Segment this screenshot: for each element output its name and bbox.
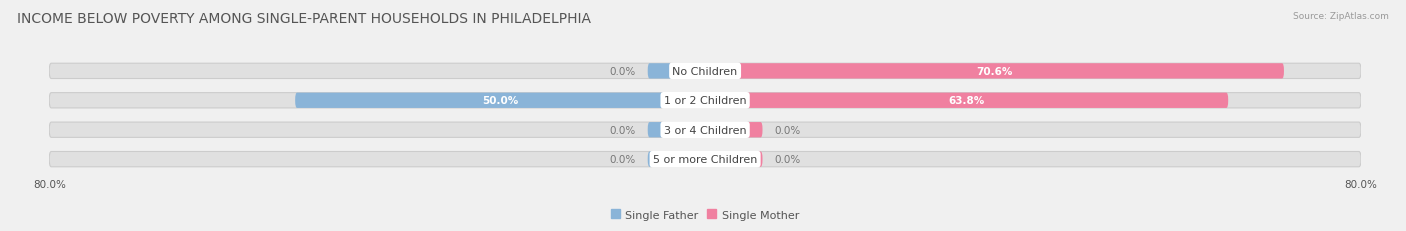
Text: 3 or 4 Children: 3 or 4 Children [664, 125, 747, 135]
Text: 50.0%: 50.0% [482, 96, 519, 106]
FancyBboxPatch shape [49, 64, 1361, 79]
Text: Source: ZipAtlas.com: Source: ZipAtlas.com [1294, 12, 1389, 21]
Text: No Children: No Children [672, 67, 738, 76]
FancyBboxPatch shape [706, 93, 1229, 109]
Text: 0.0%: 0.0% [775, 155, 801, 164]
FancyBboxPatch shape [706, 64, 1284, 79]
Text: 0.0%: 0.0% [609, 125, 636, 135]
Text: 0.0%: 0.0% [775, 125, 801, 135]
Legend: Single Father, Single Mother: Single Father, Single Mother [606, 205, 804, 224]
Text: 63.8%: 63.8% [949, 96, 984, 106]
Text: 0.0%: 0.0% [609, 155, 636, 164]
FancyBboxPatch shape [295, 93, 706, 109]
FancyBboxPatch shape [49, 152, 1361, 167]
FancyBboxPatch shape [49, 122, 1361, 138]
FancyBboxPatch shape [648, 122, 706, 138]
Text: 5 or more Children: 5 or more Children [652, 155, 758, 164]
FancyBboxPatch shape [49, 93, 1361, 109]
FancyBboxPatch shape [706, 122, 762, 138]
Text: 70.6%: 70.6% [976, 67, 1012, 76]
FancyBboxPatch shape [706, 152, 762, 167]
Text: 0.0%: 0.0% [609, 67, 636, 76]
FancyBboxPatch shape [648, 152, 706, 167]
Text: INCOME BELOW POVERTY AMONG SINGLE-PARENT HOUSEHOLDS IN PHILADELPHIA: INCOME BELOW POVERTY AMONG SINGLE-PARENT… [17, 12, 591, 25]
FancyBboxPatch shape [648, 64, 706, 79]
Text: 1 or 2 Children: 1 or 2 Children [664, 96, 747, 106]
